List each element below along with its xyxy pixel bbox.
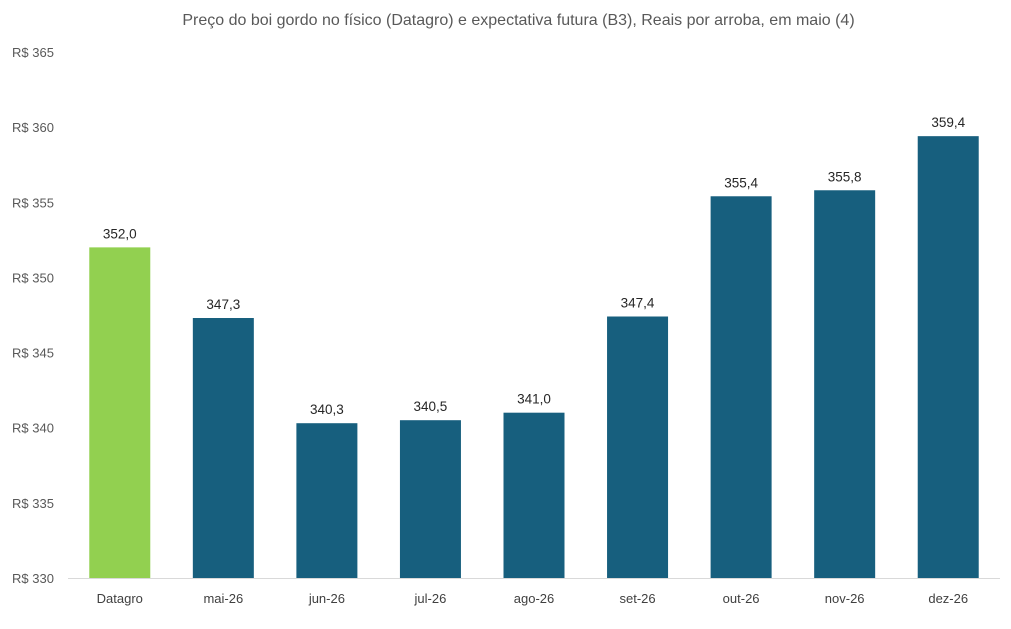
y-tick-label: R$ 335 bbox=[12, 496, 54, 511]
data-label: 340,3 bbox=[310, 402, 344, 417]
data-label: 352,0 bbox=[103, 226, 137, 241]
bar bbox=[607, 316, 669, 578]
x-tick-label: mai-26 bbox=[203, 591, 243, 606]
x-tick-label: ago-26 bbox=[514, 591, 554, 606]
bar bbox=[710, 196, 772, 578]
bar bbox=[89, 247, 151, 578]
y-tick-label: R$ 350 bbox=[12, 270, 54, 285]
x-tick-label: Datagro bbox=[97, 591, 143, 606]
data-label: 359,4 bbox=[931, 115, 965, 130]
data-label: 355,4 bbox=[724, 175, 758, 190]
y-tick-label: R$ 340 bbox=[12, 421, 54, 436]
bar bbox=[296, 423, 358, 578]
x-tick-label: dez-26 bbox=[928, 591, 968, 606]
bar bbox=[192, 318, 254, 578]
bar bbox=[917, 136, 979, 578]
y-tick-label: R$ 330 bbox=[12, 571, 54, 586]
x-tick-label: out-26 bbox=[723, 591, 760, 606]
bar bbox=[814, 190, 876, 578]
data-label: 347,4 bbox=[621, 296, 655, 311]
data-label: 341,0 bbox=[517, 392, 551, 407]
y-tick-label: R$ 355 bbox=[12, 195, 54, 210]
x-tick-label: nov-26 bbox=[825, 591, 865, 606]
data-label: 340,5 bbox=[414, 399, 448, 414]
y-tick-label: R$ 345 bbox=[12, 346, 54, 361]
bar bbox=[503, 412, 565, 578]
y-tick-label: R$ 360 bbox=[12, 120, 54, 135]
data-label: 355,8 bbox=[828, 169, 862, 184]
chart-title: Preço do boi gordo no físico (Datagro) e… bbox=[182, 12, 855, 29]
x-tick-label: jul-26 bbox=[414, 591, 447, 606]
x-tick-label: set-26 bbox=[619, 591, 655, 606]
y-tick-label: R$ 365 bbox=[12, 45, 54, 60]
bar bbox=[399, 420, 461, 578]
x-tick-label: jun-26 bbox=[308, 591, 345, 606]
data-label: 347,3 bbox=[206, 297, 240, 312]
